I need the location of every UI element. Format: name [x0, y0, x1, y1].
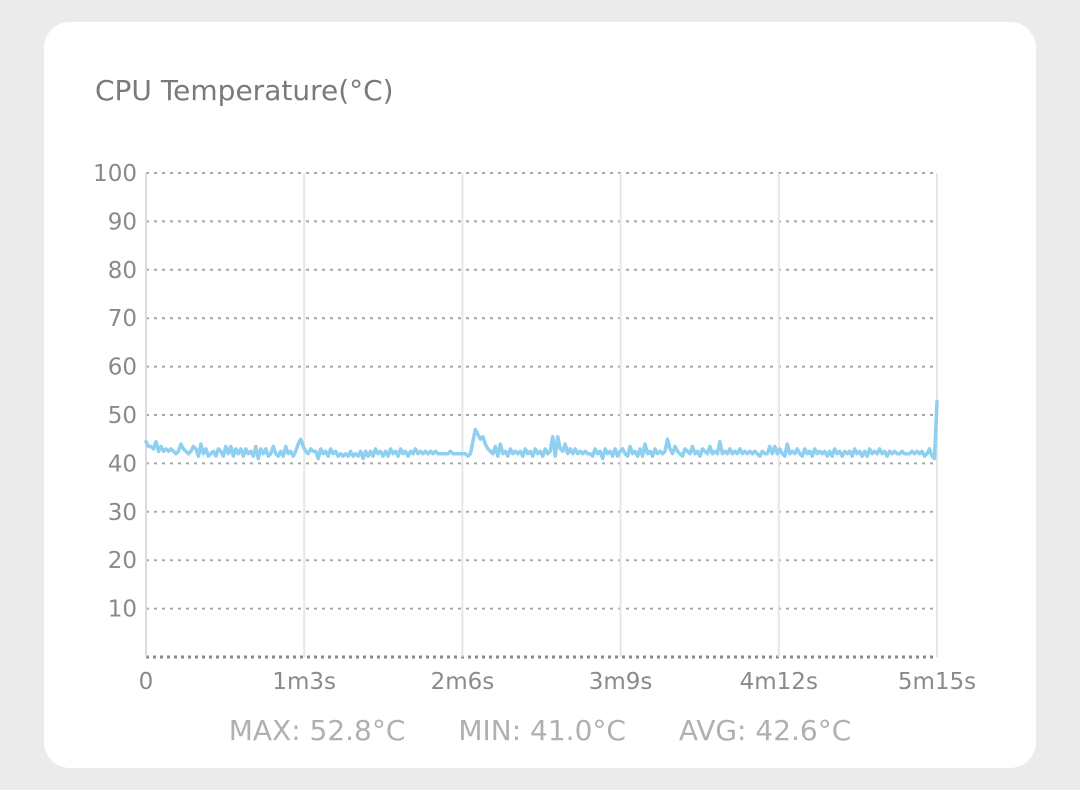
stat-max: MAX: 52.8°C [228, 714, 406, 747]
chart-title: CPU Temperature(°C) [95, 74, 394, 107]
y-tick-label: 60 [108, 355, 137, 381]
y-tick-label: 100 [93, 161, 137, 187]
y-tick-label: 50 [108, 403, 137, 429]
y-tick-label: 20 [108, 548, 137, 574]
x-tick-label: 3m9s [589, 669, 653, 695]
x-tick-label: 0 [139, 669, 154, 695]
y-tick-label: 80 [108, 258, 137, 284]
x-tick-label: 4m12s [740, 669, 818, 695]
x-tick-label: 2m6s [431, 669, 495, 695]
stat-min: MIN: 41.0°C [458, 714, 626, 747]
series-line-temperature [144, 399, 939, 461]
x-tick-label: 1m3s [272, 669, 336, 695]
y-tick-label: 90 [108, 209, 137, 235]
chart-card [44, 22, 1036, 768]
y-tick-label: 10 [108, 597, 137, 623]
y-tick-label: 30 [108, 500, 137, 526]
stat-avg: AVG: 42.6°C [678, 714, 852, 747]
y-tick-label: 70 [108, 306, 137, 332]
stats-row: MAX: 52.8°C MIN: 41.0°C AVG: 42.6°C [0, 714, 1080, 747]
y-tick-label: 40 [108, 451, 137, 477]
x-tick-label: 5m15s [898, 669, 976, 695]
